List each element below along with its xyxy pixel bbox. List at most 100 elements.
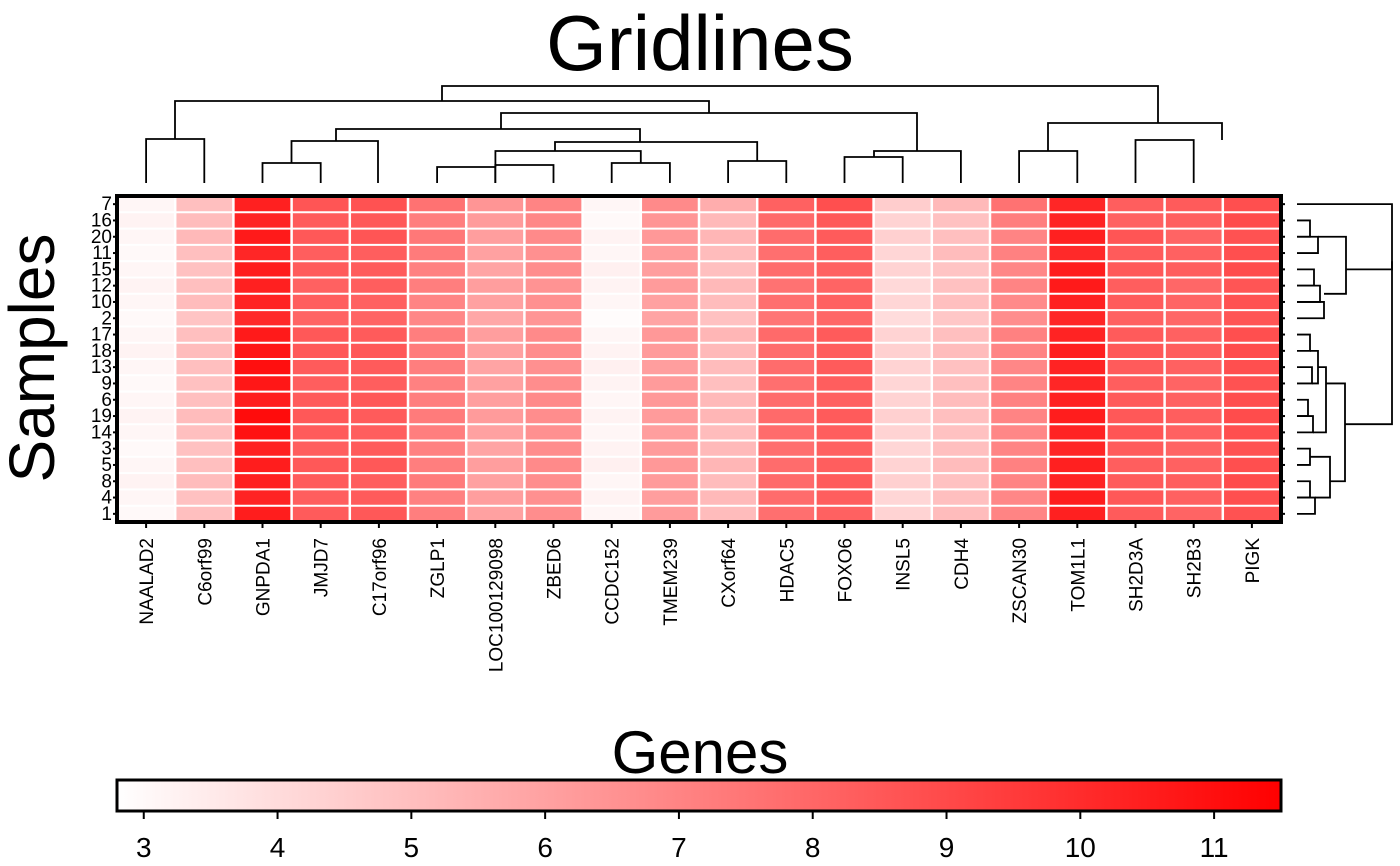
heatmap-cell <box>757 244 816 262</box>
heatmap-cell <box>1106 489 1166 507</box>
x-axis-label: Genes <box>612 719 789 786</box>
heatmap-cell <box>524 196 584 213</box>
heatmap-cell <box>291 473 351 490</box>
heatmap-cell <box>524 310 584 327</box>
heatmap-cell <box>990 473 1049 490</box>
heatmap-cell <box>699 196 758 213</box>
heatmap-cell <box>1106 391 1166 409</box>
heatmap-cell <box>117 326 176 344</box>
heatmap-cell <box>757 505 816 523</box>
heatmap-cell <box>466 293 525 311</box>
heatmap-cell <box>175 342 234 360</box>
sample-label: 13 <box>91 357 112 378</box>
heatmap-cell <box>990 391 1049 409</box>
heatmap-cell <box>699 424 758 441</box>
heatmap-cell <box>873 326 933 344</box>
column-dendrogram-branch <box>843 156 904 183</box>
heatmap-cell <box>466 456 525 474</box>
heatmap-cell <box>1164 212 1224 230</box>
heatmap-cell <box>408 342 467 360</box>
heatmap-cell <box>233 196 293 213</box>
heatmap-cell <box>873 440 933 458</box>
heatmap-cell <box>1106 228 1166 246</box>
heatmap-cell <box>291 196 351 213</box>
heatmap-cell <box>524 342 584 360</box>
row-dendrogram-branch <box>1313 366 1327 434</box>
heatmap-cell <box>931 212 991 230</box>
heatmap-cell <box>117 212 176 230</box>
heatmap-cell <box>815 212 875 230</box>
heatmap-cell <box>175 310 234 327</box>
heatmap-cell <box>757 228 816 246</box>
heatmap-cell <box>524 391 584 409</box>
heatmap-cell <box>1048 391 1107 409</box>
heatmap-cell <box>233 440 293 458</box>
row-dendrogram-branch <box>1297 301 1325 320</box>
colorbar-ticks: 3 4 5 6 7 8 9 10 11 <box>136 811 1229 863</box>
heatmap-cell <box>873 407 933 425</box>
heatmap-cell <box>466 310 525 327</box>
heatmap-cell <box>1222 489 1282 507</box>
heatmap-cell <box>873 473 933 490</box>
heatmap-cell <box>757 310 816 327</box>
heatmap-cell <box>640 228 700 246</box>
heatmap-cell <box>408 375 467 393</box>
heatmap-cell <box>699 244 758 262</box>
heatmap-cell <box>757 375 816 393</box>
heatmap-cell <box>233 310 293 327</box>
gene-label: CCDC152 <box>603 538 624 625</box>
heatmap-cell <box>931 196 991 213</box>
heatmap-cell <box>1106 473 1166 490</box>
sample-label: 19 <box>91 406 112 427</box>
heatmap-cell <box>291 326 351 344</box>
heatmap-cell <box>349 293 409 311</box>
heatmap-cell <box>757 326 816 344</box>
heatmap-cell <box>1164 407 1224 425</box>
heatmap-cell <box>1222 342 1282 360</box>
column-dendrogram-branch <box>174 100 710 139</box>
heatmap-cell <box>291 407 351 425</box>
heatmap-cell <box>524 261 584 278</box>
heatmap-cell <box>175 505 234 523</box>
heatmap-cell <box>640 261 700 278</box>
heatmap-cell <box>1048 456 1107 474</box>
heatmap-cell <box>1106 342 1166 360</box>
heatmap-cell <box>1164 293 1224 311</box>
heatmap-cell <box>699 228 758 246</box>
heatmap-cell <box>815 326 875 344</box>
heatmap-cell <box>466 196 525 213</box>
row-dendrogram-branch <box>1326 382 1346 483</box>
heatmap-cell <box>931 359 991 376</box>
heatmap-cell <box>175 375 234 393</box>
heatmap-cell <box>466 244 525 262</box>
chart-title: Gridlines <box>546 0 854 87</box>
heatmap-cell <box>117 196 176 213</box>
row-dendrogram-branch <box>1297 235 1319 254</box>
heatmap-cell <box>524 440 584 458</box>
column-dendrogram-branch <box>494 150 642 167</box>
gene-label: C17orf96 <box>370 538 391 616</box>
sample-label: 6 <box>101 390 112 411</box>
sample-label: 2 <box>101 308 112 329</box>
heatmap-cell <box>582 424 642 441</box>
heatmap-cell <box>1048 505 1107 523</box>
heatmap-cell <box>524 277 584 295</box>
heatmap-cell <box>640 359 700 376</box>
heatmap-cell <box>699 212 758 230</box>
heatmap-cell <box>117 489 176 507</box>
heatmap-cell <box>1048 489 1107 507</box>
heatmap-cell <box>1164 375 1224 393</box>
row-dendrogram-branch <box>1345 261 1393 426</box>
heatmap-cell <box>931 456 991 474</box>
heatmap-cell <box>175 326 234 344</box>
heatmap-cell <box>640 212 700 230</box>
heatmap-cell <box>349 489 409 507</box>
heatmap-cell <box>699 293 758 311</box>
column-dendrogram-branch <box>436 166 497 183</box>
heatmap-cell <box>175 196 234 213</box>
heatmap-cell <box>1106 244 1166 262</box>
sample-label: 8 <box>101 471 112 492</box>
heatmap-cell <box>873 505 933 523</box>
heatmap-cell <box>640 489 700 507</box>
heatmap-cell <box>699 505 758 523</box>
